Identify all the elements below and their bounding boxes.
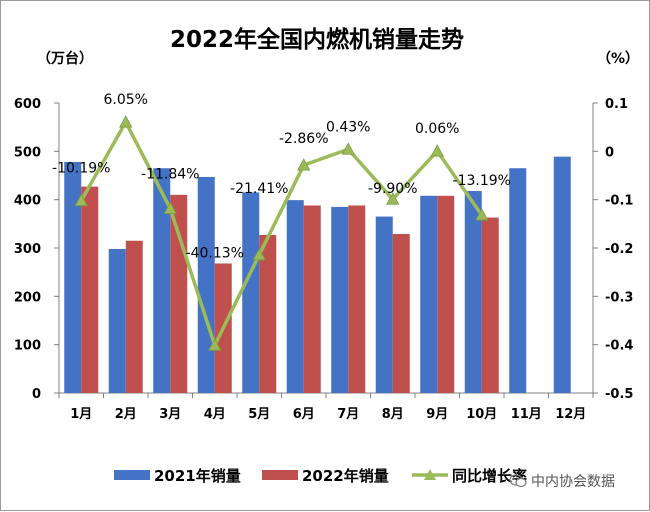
left-tick-label: 0 [32, 387, 41, 402]
right-tick-label: -0.4 [605, 339, 633, 354]
right-tick-label: -0.2 [605, 242, 633, 257]
bar-2022 [303, 205, 321, 393]
x-tick-label: 8月 [382, 407, 404, 422]
bar-2021 [331, 206, 349, 393]
growth-rate-point [297, 158, 311, 171]
wechat-icon [509, 474, 527, 488]
watermark-text: 中内协会数据 [531, 474, 615, 490]
legend-label: 2021年销量 [154, 467, 241, 485]
growth-rate-label: -13.19% [453, 173, 511, 189]
x-tick-label: 4月 [204, 407, 226, 422]
x-tick-label: 11月 [511, 407, 542, 422]
bar-2021 [286, 200, 304, 393]
growth-rate-point [341, 142, 355, 155]
legend-swatch-2022 [262, 470, 298, 480]
left-tick-label: 300 [14, 242, 41, 257]
growth-rate-point [74, 193, 88, 206]
left-axis-unit: （万台） [37, 50, 93, 67]
x-tick-label: 9月 [426, 407, 448, 422]
right-tick-label: 0 [605, 145, 614, 160]
growth-rate-point [430, 144, 444, 157]
bar-2021 [464, 190, 482, 393]
growth-rate-label: -40.13% [186, 245, 244, 261]
right-axis-unit: （%） [597, 51, 639, 67]
growth-rate-point [163, 201, 177, 214]
left-tick-label: 500 [14, 145, 41, 160]
growth-rate-point [208, 338, 222, 351]
bar-2021 [509, 168, 527, 393]
right-tick-label: 0.1 [605, 97, 628, 112]
bar-2021 [553, 156, 571, 393]
bar-2022 [170, 194, 188, 393]
growth-rate-label: -21.41% [230, 181, 288, 197]
right-tick-label: -0.1 [605, 194, 633, 209]
bar-2022 [125, 240, 143, 393]
watermark: 中内协会数据 [509, 471, 615, 491]
bar-2022 [481, 217, 499, 393]
growth-rate-label: -10.19% [52, 161, 110, 177]
bar-2022 [259, 234, 277, 393]
x-tick-label: 3月 [159, 407, 181, 422]
legend-label: 同比增长率 [452, 467, 527, 485]
growth-rate-point [252, 247, 266, 261]
bar-2021 [108, 248, 126, 393]
legend-label: 2022年销量 [302, 467, 389, 485]
right-tick-label: -0.5 [605, 387, 633, 402]
growth-rate-point [386, 192, 400, 205]
bar-2021 [375, 216, 393, 393]
growth-rate-line [79, 120, 484, 348]
legend-swatch-2021 [114, 470, 150, 480]
bar-2022 [348, 205, 366, 393]
bar-2021 [197, 176, 215, 393]
x-tick-label: 10月 [466, 407, 497, 422]
growth-rate-label: -11.84% [141, 167, 199, 183]
growth-rate-point [119, 115, 133, 128]
x-tick-label: 12月 [555, 407, 586, 422]
bar-2021 [420, 195, 438, 393]
left-tick-label: 400 [14, 194, 41, 209]
x-tick-label: 7月 [337, 407, 359, 422]
growth-rate-label: 0.06% [415, 121, 459, 137]
bar-2021 [242, 192, 260, 393]
growth-rate-label: 6.05% [104, 92, 148, 108]
bar-2022 [81, 186, 99, 393]
growth-rate-label: 0.43% [326, 119, 370, 135]
x-tick-label: 5月 [248, 407, 270, 422]
bar-2021 [64, 161, 82, 393]
right-tick-label: -0.3 [605, 290, 633, 305]
x-tick-label: 6月 [293, 407, 315, 422]
growth-rate-label: -2.86% [279, 131, 329, 147]
growth-rate-point [475, 208, 489, 221]
growth-rate-label: -9.90% [368, 181, 418, 197]
chart-title: 2022年全国内燃机销量走势 [170, 26, 464, 53]
left-tick-label: 200 [14, 290, 41, 305]
left-tick-label: 100 [14, 339, 41, 354]
bar-2021 [153, 168, 171, 393]
left-tick-label: 600 [14, 97, 41, 112]
legend-swatch-marker [424, 469, 436, 480]
bar-2022 [392, 233, 410, 393]
bar-2022 [437, 195, 455, 393]
x-tick-label: 2月 [115, 407, 137, 422]
x-tick-label: 1月 [70, 407, 92, 422]
